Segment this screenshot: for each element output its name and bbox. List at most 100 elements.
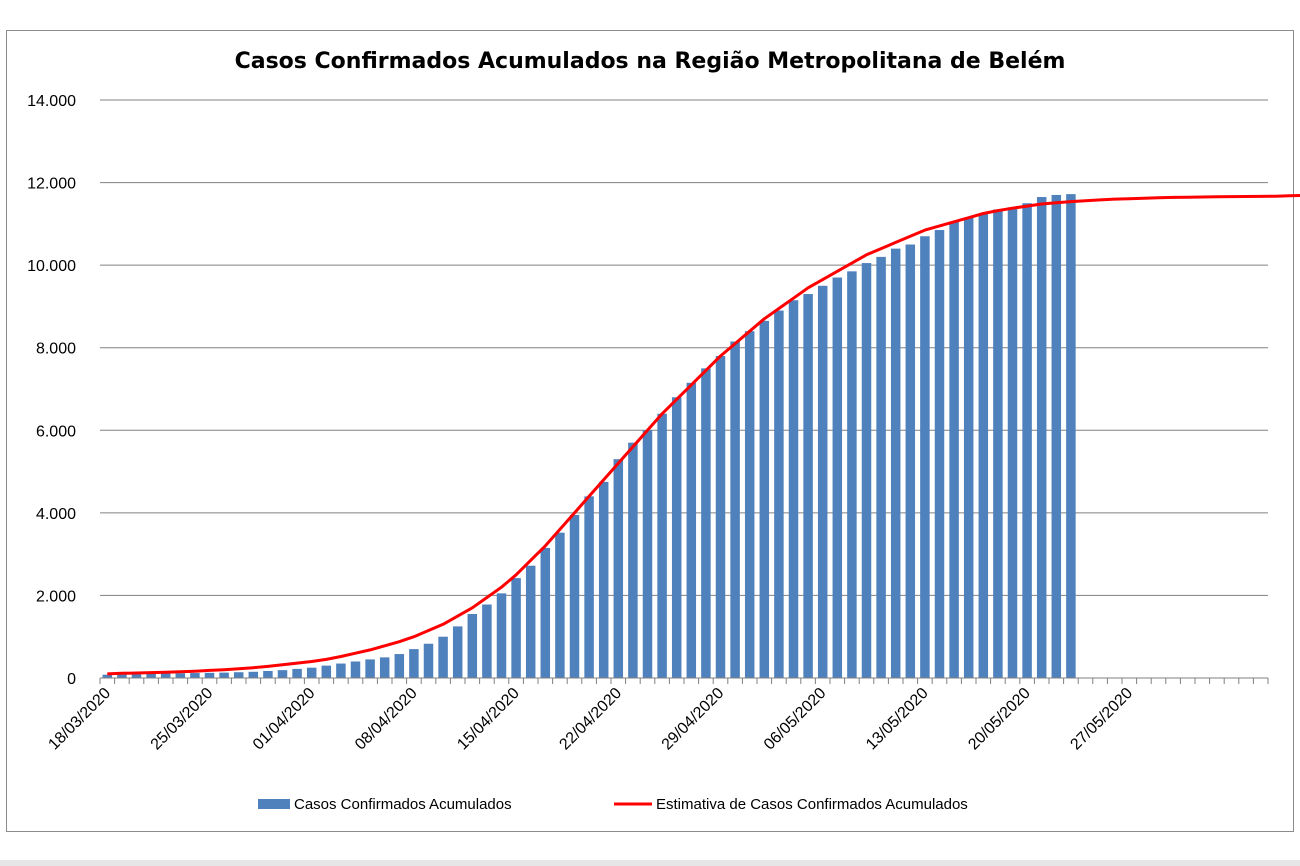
y-axis-ticks: 0 2.000 4.000 6.000 8.000 10.000 12.000 14.000	[27, 93, 76, 688]
bar	[496, 593, 507, 678]
bar	[671, 397, 682, 678]
x-tick-label: 18/03/2020	[45, 685, 114, 754]
legend-label-line: Estimativa de Casos Confirmados Acumulad…	[656, 796, 968, 813]
bar	[263, 670, 273, 678]
bar	[336, 663, 346, 678]
bar	[117, 674, 127, 678]
bar	[890, 248, 901, 678]
bar	[628, 442, 638, 678]
bar	[657, 413, 667, 678]
y-tick-label: 4.000	[36, 506, 76, 523]
bar	[949, 221, 959, 679]
chart-frame	[6, 30, 1294, 832]
bar	[1022, 203, 1032, 678]
x-tick-label: 20/05/2020	[965, 685, 1034, 754]
bar	[482, 604, 492, 678]
y-tick-label: 12.000	[27, 176, 76, 193]
y-tick-label: 6.000	[36, 423, 76, 440]
x-tick-label: 29/04/2020	[659, 685, 728, 754]
y-tick-label: 8.000	[36, 341, 76, 358]
bar	[146, 673, 156, 678]
bar	[686, 382, 697, 678]
bar	[978, 213, 989, 679]
x-tick-label: 25/03/2020	[148, 685, 217, 754]
bar	[102, 674, 113, 678]
bar	[584, 496, 594, 678]
y-tick-label: 0	[67, 671, 76, 688]
x-tick-label: 27/05/2020	[1067, 685, 1136, 754]
bar	[715, 355, 726, 678]
bar	[452, 626, 463, 678]
bar	[438, 636, 448, 678]
x-tick-label: 01/04/2020	[250, 685, 319, 754]
x-axis	[99, 677, 1269, 684]
legend: Casos Confirmados Acumulados Estimativa …	[258, 796, 968, 813]
bar	[540, 547, 551, 678]
x-tick-label: 22/04/2020	[556, 685, 625, 754]
bar	[905, 244, 916, 678]
bar	[701, 368, 711, 678]
bar	[817, 285, 828, 678]
bar	[248, 671, 259, 678]
bar	[511, 578, 521, 678]
bar	[788, 300, 799, 678]
bar	[847, 271, 857, 678]
bar	[1066, 194, 1076, 679]
bar	[321, 665, 332, 678]
bar	[350, 661, 361, 678]
bar	[394, 654, 405, 678]
bar	[774, 310, 784, 678]
bar	[423, 643, 434, 678]
bar	[759, 320, 770, 678]
bar	[175, 673, 186, 678]
x-tick-label: 06/05/2020	[761, 685, 830, 754]
gridlines	[100, 99, 1268, 596]
bar	[613, 459, 624, 678]
bar	[803, 294, 813, 678]
x-tick-label: 08/04/2020	[352, 685, 421, 754]
bar	[160, 673, 171, 678]
y-tick-label: 10.000	[27, 258, 76, 275]
x-tick-label: 15/04/2020	[454, 685, 523, 754]
legend-swatch-bars	[258, 799, 290, 809]
bar	[832, 277, 843, 678]
bar	[467, 614, 478, 678]
bar	[744, 331, 755, 678]
bar	[1036, 197, 1047, 678]
x-axis-ticks: 18/03/2020 25/03/2020 01/04/2020 08/04/2020…	[45, 685, 1136, 754]
bar	[219, 672, 229, 678]
y-tick-label: 2.000	[36, 588, 76, 605]
bar	[292, 668, 302, 678]
y-tick-label: 14.000	[27, 93, 76, 110]
bar	[190, 673, 200, 678]
x-tick-label: 13/05/2020	[863, 685, 932, 754]
bar	[525, 565, 536, 678]
chart-title: Casos Confirmados Acumulados na Região M…	[235, 49, 1066, 74]
bar	[569, 514, 580, 678]
bar	[555, 532, 565, 678]
estimate-line	[107, 194, 1300, 676]
bar	[365, 659, 375, 678]
bar	[861, 263, 872, 678]
bar	[920, 236, 930, 678]
bar	[409, 649, 419, 678]
bar	[204, 672, 215, 678]
bar	[1007, 207, 1018, 679]
bar	[277, 670, 288, 678]
bar	[934, 230, 945, 679]
bar	[306, 667, 317, 678]
bar	[993, 209, 1003, 678]
bar	[1051, 194, 1062, 678]
bar	[730, 341, 740, 678]
bar	[379, 657, 390, 678]
bar	[131, 674, 142, 678]
bar	[233, 672, 244, 678]
bar	[642, 430, 653, 678]
legend-label-bars: Casos Confirmados Acumulados	[294, 796, 512, 813]
bottom-strip	[0, 860, 1300, 866]
bar	[876, 256, 886, 678]
line-series	[107, 194, 1300, 676]
bar-series	[102, 194, 1076, 679]
bar	[963, 217, 974, 678]
